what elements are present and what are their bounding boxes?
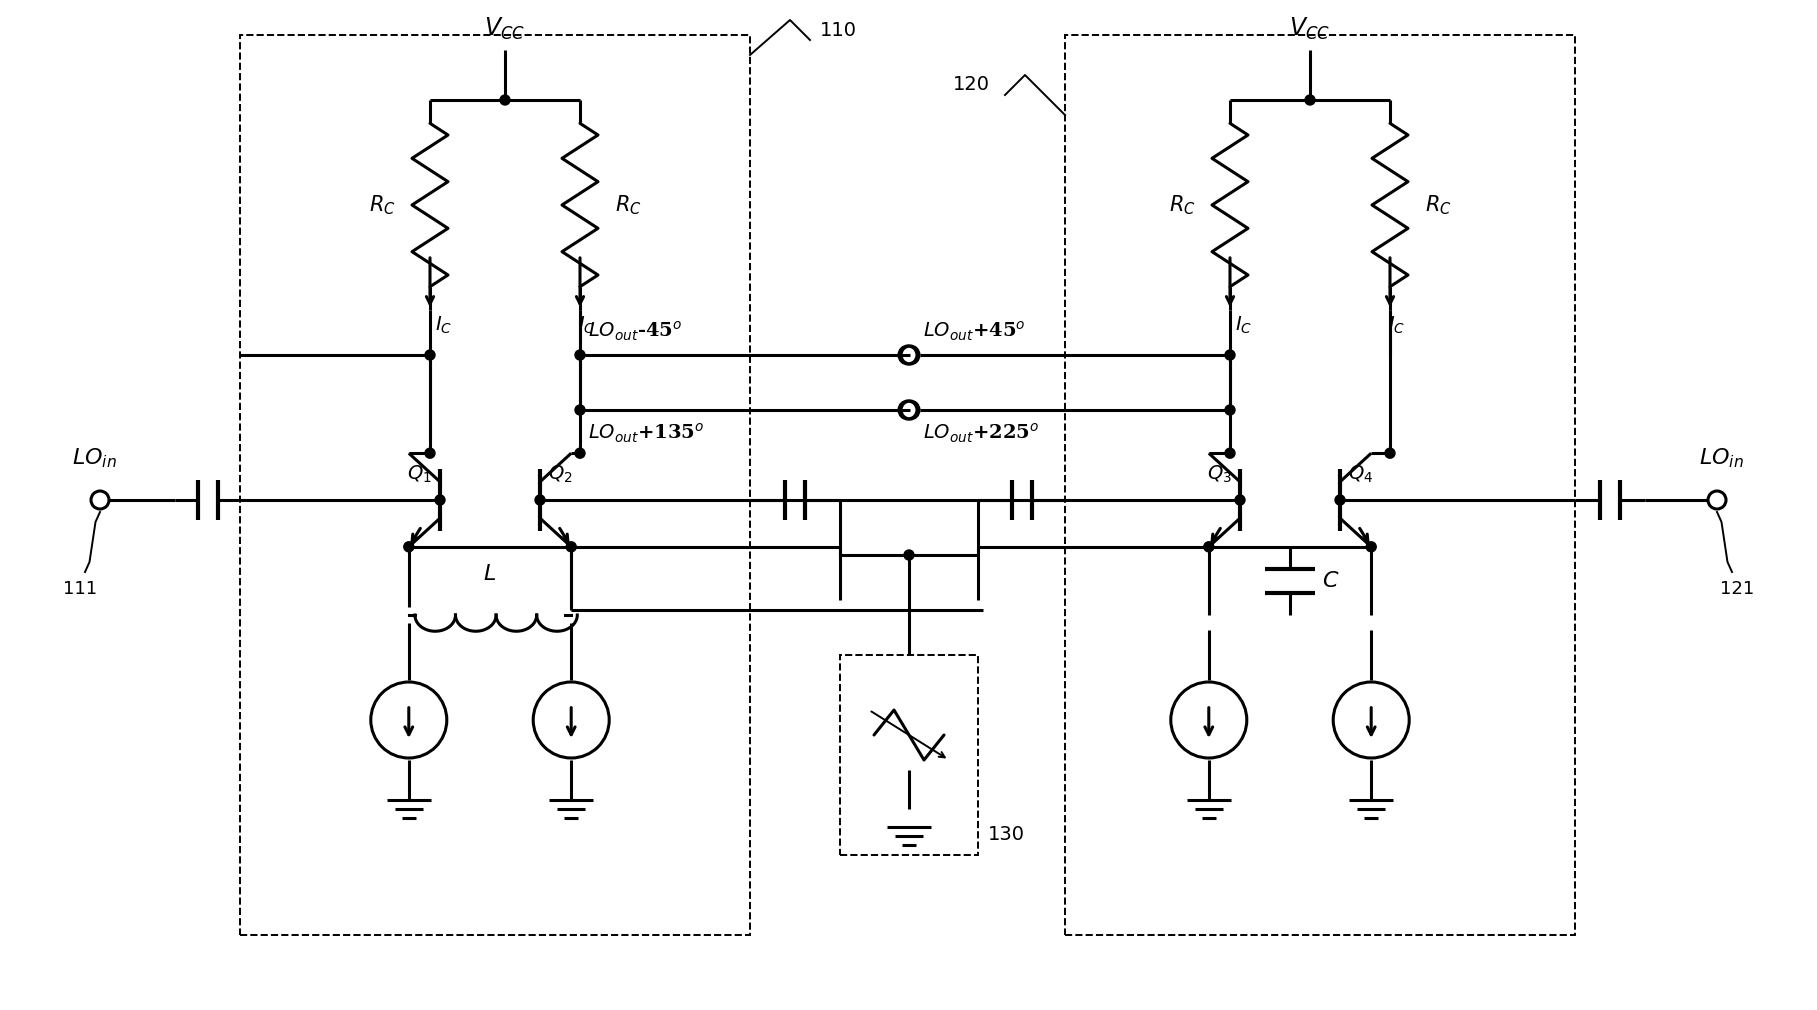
Bar (1065, 35, 1575, 935)
Text: $I_C$: $I_C$ (1236, 315, 1252, 336)
Circle shape (425, 350, 434, 360)
Circle shape (574, 448, 585, 459)
Text: $C$: $C$ (1323, 570, 1339, 592)
Text: $LO_{out}$+225$^o$: $LO_{out}$+225$^o$ (923, 422, 1039, 445)
Text: $I_C$: $I_C$ (578, 315, 596, 336)
Text: $Q_1$: $Q_1$ (407, 464, 432, 485)
Circle shape (574, 350, 585, 360)
Circle shape (1335, 495, 1345, 505)
Circle shape (567, 541, 576, 551)
Text: $LO_{out}$-45$^o$: $LO_{out}$-45$^o$ (589, 320, 681, 343)
Text: $R_C$: $R_C$ (614, 193, 641, 217)
Text: $V_{CC}$: $V_{CC}$ (1290, 16, 1330, 42)
Text: $L$: $L$ (483, 563, 496, 585)
Text: $LO_{in}$: $LO_{in}$ (1699, 446, 1744, 470)
Circle shape (534, 495, 545, 505)
Circle shape (1305, 95, 1316, 105)
Circle shape (1236, 495, 1245, 505)
Text: $Q_3$: $Q_3$ (1206, 464, 1232, 485)
Text: 120: 120 (952, 76, 990, 95)
Circle shape (1366, 541, 1375, 551)
Text: $R_C$: $R_C$ (1425, 193, 1452, 217)
Text: 121: 121 (1721, 580, 1753, 598)
Text: $I_C$: $I_C$ (434, 315, 452, 336)
Text: $R_C$: $R_C$ (1168, 193, 1196, 217)
Text: $LO_{out}$+45$^o$: $LO_{out}$+45$^o$ (923, 320, 1025, 343)
Text: $I_C$: $I_C$ (1388, 315, 1405, 336)
Circle shape (1205, 541, 1214, 551)
Bar (240, 35, 750, 935)
Circle shape (1225, 405, 1236, 415)
Text: $R_C$: $R_C$ (369, 193, 396, 217)
Circle shape (1225, 448, 1236, 459)
Circle shape (1385, 448, 1395, 459)
Circle shape (574, 405, 585, 415)
Circle shape (403, 541, 414, 551)
Text: 111: 111 (64, 580, 96, 598)
Text: $Q_2$: $Q_2$ (547, 464, 572, 485)
Text: 130: 130 (988, 825, 1025, 844)
Text: $V_{CC}$: $V_{CC}$ (485, 16, 525, 42)
Bar (839, 655, 978, 855)
Circle shape (905, 550, 914, 560)
Circle shape (425, 448, 434, 459)
Circle shape (500, 95, 511, 105)
Text: 110: 110 (819, 20, 858, 39)
Text: $Q_4$: $Q_4$ (1348, 464, 1374, 485)
Text: $LO_{in}$: $LO_{in}$ (73, 446, 118, 470)
Text: $LO_{out}$+135$^o$: $LO_{out}$+135$^o$ (589, 422, 703, 445)
Circle shape (1225, 350, 1236, 360)
Circle shape (434, 495, 445, 505)
